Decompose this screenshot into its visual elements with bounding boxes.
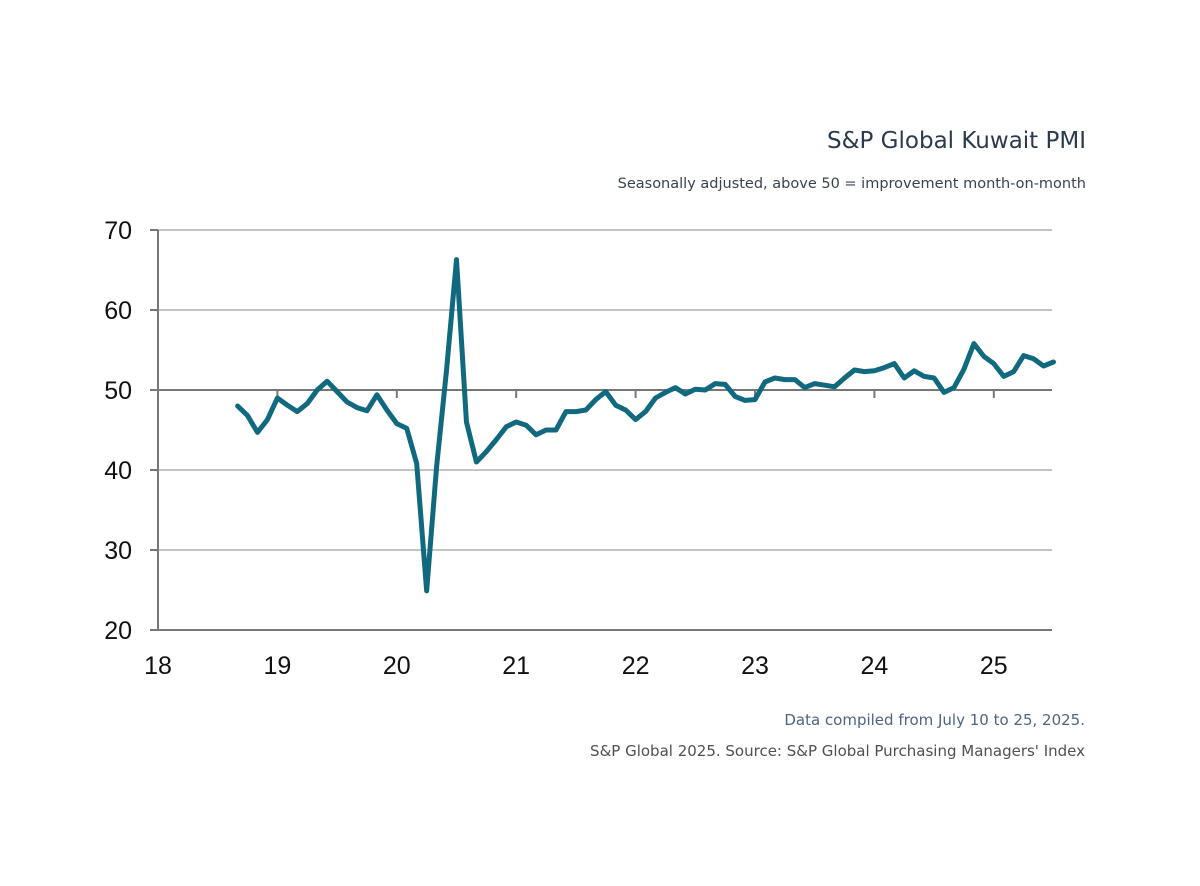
chart-subtitle: Seasonally adjusted, above 50 = improvem… — [617, 176, 1086, 192]
y-tick-label: 60 — [104, 297, 132, 325]
y-tick-label: 70 — [104, 217, 132, 245]
tick-labels: 70 60 50 40 30 20 18 19 20 21 22 23 24 25 — [104, 217, 1008, 680]
axes — [150, 229, 1052, 631]
data-compiled-note: Data compiled from July 10 to 25, 2025. — [784, 711, 1085, 729]
gridlines — [158, 229, 1052, 551]
x-tick-label: 19 — [263, 652, 291, 680]
y-tick-label: 20 — [104, 617, 132, 645]
x-tick-label: 25 — [980, 652, 1008, 680]
x-tick-label: 20 — [383, 652, 411, 680]
source-note: S&P Global 2025. Source: S&P Global Purc… — [590, 742, 1085, 760]
y-tick-label: 30 — [104, 537, 132, 565]
x-tick-label: 23 — [741, 652, 769, 680]
x-tick-label: 18 — [144, 652, 172, 680]
chart-title: S&P Global Kuwait PMI — [826, 128, 1086, 154]
x-tick-label: 24 — [860, 652, 888, 680]
y-tick-label: 40 — [104, 457, 132, 485]
x-tick-label: 22 — [622, 652, 650, 680]
y-tick-label: 50 — [104, 377, 132, 405]
series — [235, 257, 1056, 594]
x-tick-label: 21 — [502, 652, 530, 680]
